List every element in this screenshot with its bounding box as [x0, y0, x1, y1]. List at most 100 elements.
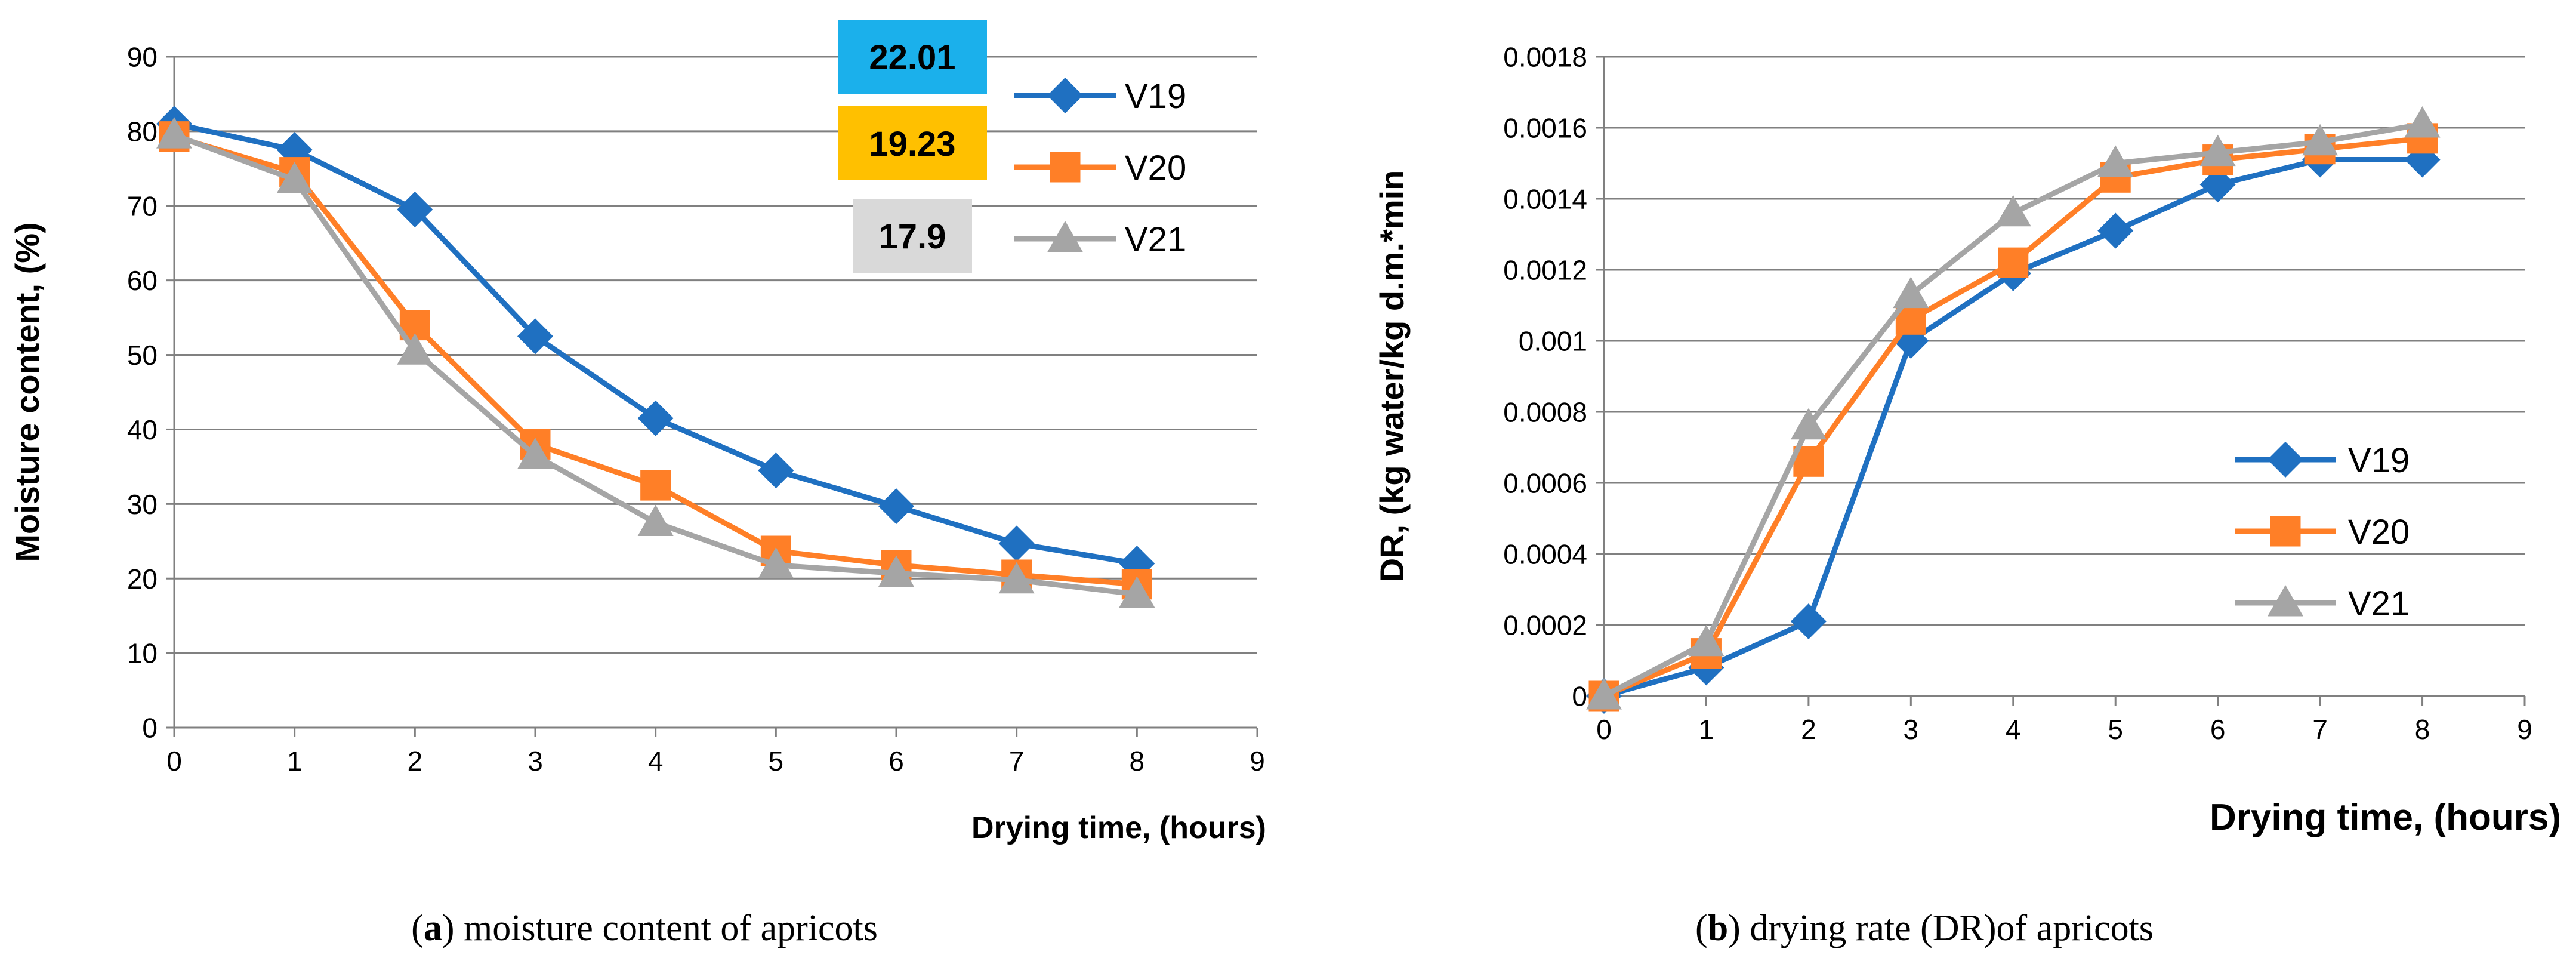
data-point-v21: [1893, 276, 1929, 309]
annotation-label: 22.01: [869, 38, 955, 77]
y-tick-label: 90: [127, 42, 158, 73]
data-point-v21: [1995, 195, 2031, 227]
x-tick-label: 5: [2108, 714, 2123, 745]
annotation-box: [838, 20, 987, 94]
legend-label-v19: V19: [1125, 77, 1186, 116]
y-tick-label: 20: [127, 563, 158, 595]
caption-a-text: moisture content of apricots: [454, 908, 877, 948]
legend-label-v20: V20: [2348, 513, 2410, 552]
data-point-v19: [1790, 603, 1827, 640]
y-tick-label: 0.0006: [1503, 468, 1587, 499]
data-point-v21: [2302, 124, 2339, 156]
caption-b-letter: b: [1708, 908, 1728, 948]
caption-b-text: drying rate (DR)of apricots: [1741, 908, 2154, 948]
x-tick-label: 4: [648, 746, 664, 777]
data-point-v21: [1586, 678, 1622, 710]
legend-marker-v20: [2270, 516, 2301, 547]
legend-label-v19: V19: [2348, 441, 2410, 480]
x-tick-label: 8: [2415, 714, 2430, 745]
x-tick-label: 1: [1699, 714, 1714, 745]
data-point-v19: [878, 488, 914, 525]
legend-label-v20: V20: [1125, 149, 1186, 187]
legend-label-v21: V21: [2348, 584, 2410, 623]
y-tick-label: 0.0012: [1503, 255, 1587, 286]
y-tick-label: 50: [127, 340, 158, 371]
caption-a-letter: a: [424, 908, 442, 948]
data-point-v21: [2097, 145, 2134, 177]
chart-drying-rate: 0 0.0002 0.0004 0.0006 0.0008 0.001 0.0012 0.00…: [1373, 42, 2561, 838]
x-tick-label: 6: [889, 746, 904, 777]
data-point-v20: [640, 470, 671, 501]
data-point-v19: [998, 525, 1035, 562]
y-tick-label: 30: [127, 489, 158, 520]
data-point-v21: [2404, 106, 2441, 138]
annotation-label: 17.9: [879, 217, 946, 256]
legend-marker-v19: [1047, 78, 1083, 113]
data-point-v19: [758, 452, 794, 489]
y-tick-label: 0: [142, 713, 158, 744]
x-tick-label: 2: [408, 746, 423, 777]
annotation-label: 19.23: [869, 125, 955, 164]
annotation-box: [853, 199, 972, 273]
data-point-v21: [156, 117, 192, 149]
x-axis-label: Drying time, (hours): [2210, 797, 2561, 838]
y-tick-label: 80: [127, 116, 158, 147]
x-tick-label: 8: [1130, 746, 1145, 777]
x-axis-label: Drying time, (hours): [971, 811, 1266, 845]
legend-marker-v20: [1050, 152, 1081, 183]
chart-moisture-content: 0 10 20 30 40 50 60 70 80 90 0 1 2 3 4 5 6 7 8 9 Drying time…: [8, 20, 1266, 845]
y-tick-label: 0.0008: [1503, 397, 1587, 428]
x-tick-label: 5: [769, 746, 784, 777]
data-point-v21: [998, 562, 1035, 594]
x-tick-label: 3: [527, 746, 543, 777]
data-point-v21: [276, 162, 313, 193]
data-point-v19: [397, 192, 433, 228]
data-point-v21: [878, 555, 914, 587]
legend-marker-v19: [2268, 442, 2303, 478]
x-tick-label: 0: [1596, 714, 1612, 745]
data-point-v21: [2199, 134, 2236, 167]
legend-label-v21: V21: [1125, 220, 1186, 259]
y-tick-label: 0.0004: [1503, 539, 1587, 570]
x-tick-label: 6: [2210, 714, 2226, 745]
y-tick-label: 0.0002: [1503, 610, 1587, 641]
x-tick-label: 3: [1904, 714, 1919, 745]
data-point-v21: [758, 547, 794, 579]
y-tick-label: 0.0014: [1503, 184, 1587, 215]
x-tick-label: 0: [166, 746, 182, 777]
x-tick-label: 4: [2006, 714, 2021, 745]
y-tick-label: 0.0016: [1503, 113, 1587, 144]
data-point-v21: [517, 438, 553, 469]
x-tick-label: 2: [1801, 714, 1816, 745]
y-tick-label: 0.001: [1519, 326, 1587, 357]
data-point-v20: [1998, 247, 2029, 278]
x-tick-label: 7: [2312, 714, 2328, 745]
y-tick-label: 0: [1572, 681, 1587, 712]
data-point-v19: [517, 318, 553, 355]
data-point-v21: [1688, 624, 1724, 657]
y-tick-label: 40: [127, 414, 158, 445]
data-point-v21: [1790, 408, 1827, 440]
x-tick-label: 9: [1250, 746, 1265, 777]
x-tick-label: 1: [287, 746, 303, 777]
data-point-v21: [637, 504, 674, 537]
x-tick-label: 9: [2517, 714, 2532, 745]
data-point-v21: [1119, 576, 1155, 608]
data-point-v19: [637, 400, 674, 436]
data-point-v19: [2097, 212, 2134, 249]
y-tick-label: 60: [127, 265, 158, 296]
x-tick-label: 7: [1009, 746, 1025, 777]
data-point-v19: [2199, 167, 2236, 203]
annotation-box: [838, 106, 987, 180]
caption-a: (a) moisture content of apricots: [411, 908, 878, 948]
y-tick-label: 10: [127, 638, 158, 669]
y-tick-label: 0.0018: [1503, 42, 1587, 73]
y-tick-label: 70: [127, 190, 158, 221]
legend-marker-v21: [1047, 221, 1083, 252]
caption-b: (b) drying rate (DR)of apricots: [1695, 908, 2154, 948]
legend-marker-v21: [2268, 585, 2303, 617]
y-axis-label: DR, (kg water/kg d.m.*min: [1373, 170, 1411, 583]
data-point-v21: [397, 333, 433, 365]
y-axis-label: Moisture content, (%): [8, 222, 46, 562]
